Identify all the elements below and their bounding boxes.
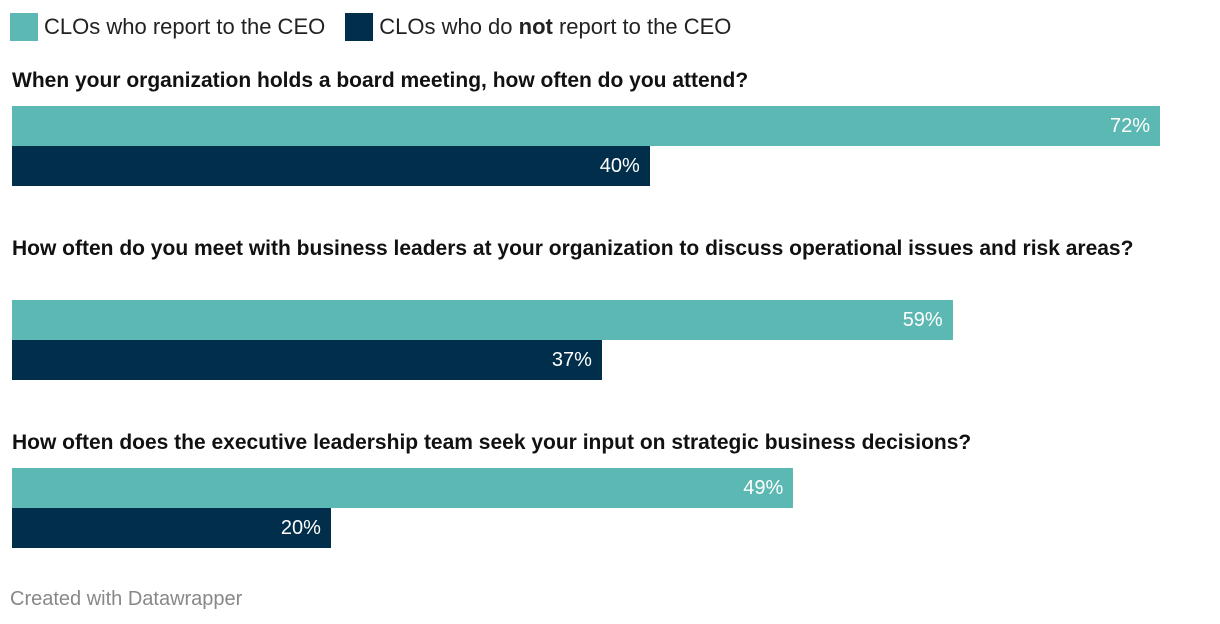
legend-label-part-1: CLOs who do	[379, 14, 519, 39]
bar-business-leaders-report-to-ceo: 59%	[12, 300, 953, 340]
question-business-leaders: How often do you meet with business lead…	[12, 237, 1134, 260]
bar-board-meeting-report-to-ceo: 72%	[12, 106, 1160, 146]
bar-business-leaders-not-report-to-ceo: 37%	[12, 340, 602, 380]
bar-board-meeting-not-report-to-ceo: 40%	[12, 146, 650, 186]
legend-swatch-report-to-ceo	[10, 13, 38, 41]
footer-credit[interactable]: Created with Datawrapper	[10, 588, 243, 610]
bar-executive-input-report-to-ceo: 49%	[12, 468, 794, 508]
bar-label-board-meeting-report-to-ceo: 72%	[1109, 115, 1150, 137]
question-executive-input: How often does the executive leadership …	[12, 431, 972, 454]
legend-label-bold-not: not	[518, 14, 553, 39]
legend-label-report-to-ceo: CLOs who report to the CEO	[44, 14, 326, 39]
bar-label-executive-input-not-report-to-ceo: 20%	[280, 517, 321, 539]
bar-label-business-leaders-report-to-ceo: 59%	[902, 309, 943, 331]
bar-label-executive-input-report-to-ceo: 49%	[743, 477, 784, 499]
bar-label-business-leaders-not-report-to-ceo: 37%	[551, 349, 592, 371]
bar-label-board-meeting-not-report-to-ceo: 40%	[599, 155, 640, 177]
legend-item-not-report-to-ceo[interactable]: CLOs who do not report to the CEO	[345, 13, 731, 41]
bar-executive-input-not-report-to-ceo: 20%	[12, 508, 331, 548]
legend-label-not-report-to-ceo: CLOs who do not report to the CEO	[379, 14, 731, 40]
question-board-meeting: When your organization holds a board mee…	[12, 69, 749, 92]
legend-item-report-to-ceo[interactable]: CLOs who report to the CEO	[10, 13, 325, 41]
legend-label-part-2: report to the CEO	[552, 14, 732, 39]
legend: CLOs who report to the CEO CLOs who do n…	[10, 12, 751, 42]
legend-swatch-not-report-to-ceo	[345, 13, 374, 41]
